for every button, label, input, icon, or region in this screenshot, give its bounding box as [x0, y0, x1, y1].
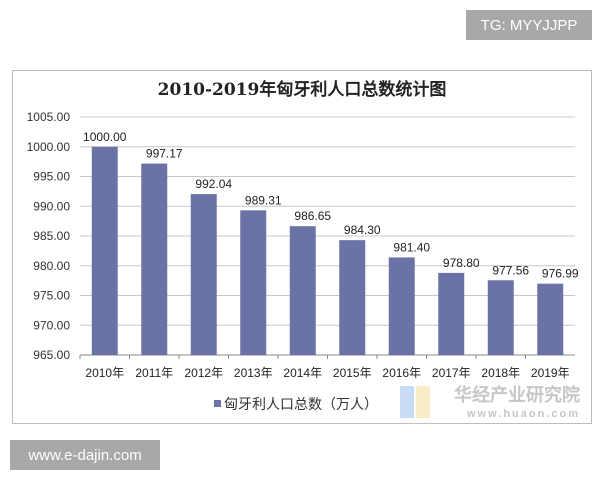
x-tick-label: 2017年 [432, 366, 471, 380]
bar [537, 283, 564, 355]
x-tick-label: 2016年 [382, 366, 421, 380]
legend-swatch [214, 400, 221, 407]
y-tick-label: 970.00 [33, 318, 70, 332]
data-label: 977.56 [492, 263, 529, 277]
legend: 匈牙利人口总数（万人） [214, 396, 378, 412]
y-tick-label: 985.00 [33, 229, 70, 243]
bar [339, 240, 366, 355]
data-label: 997.17 [146, 147, 183, 161]
legend-label: 匈牙利人口总数（万人） [224, 396, 378, 412]
logo-url: www.huaon.com [466, 408, 580, 420]
y-tick-label: 975.00 [33, 289, 70, 303]
watermark-site: www.e-dajin.com [10, 440, 160, 470]
y-tick-label: 1000.00 [27, 140, 71, 154]
y-tick-label: 1005.00 [27, 110, 71, 124]
data-label: 986.65 [294, 209, 331, 223]
bar [388, 257, 415, 355]
x-tick-label: 2013年 [234, 366, 273, 380]
huaon-logo: 华经产业研究院 www.huaon.com [400, 384, 580, 420]
y-tick-label: 980.00 [33, 259, 70, 273]
data-label: 984.30 [344, 223, 381, 237]
y-tick-label: 990.00 [33, 199, 70, 213]
y-tick-label: 965.00 [33, 348, 70, 362]
data-label: 989.31 [245, 193, 282, 207]
x-tick-label: 2011年 [135, 366, 173, 380]
x-tick-label: 2012年 [184, 366, 223, 380]
x-tick-label: 2018年 [481, 366, 520, 380]
bar [91, 146, 118, 355]
y-tick-label: 995.00 [33, 170, 70, 184]
data-label: 1000.00 [83, 130, 127, 144]
logo-text: 华经产业研究院 [454, 384, 580, 405]
x-tick-label: 2014年 [283, 366, 322, 380]
bar [141, 163, 168, 355]
data-label: 992.04 [195, 177, 232, 191]
watermark-tg: TG: MYYJJPP [466, 10, 592, 40]
bar [289, 226, 316, 355]
x-tick-label: 2019年 [531, 366, 570, 380]
bar [487, 280, 514, 355]
bar [240, 210, 267, 355]
data-label: 981.40 [393, 240, 430, 254]
chart-title: 2010-2019年匈牙利人口总数统计图 [158, 79, 447, 100]
data-label: 976.99 [542, 267, 579, 281]
bar [190, 194, 217, 355]
data-label: 978.80 [443, 256, 480, 270]
x-tick-label: 2015年 [333, 366, 372, 380]
x-tick-label: 2010年 [85, 366, 124, 380]
bar [438, 272, 465, 355]
